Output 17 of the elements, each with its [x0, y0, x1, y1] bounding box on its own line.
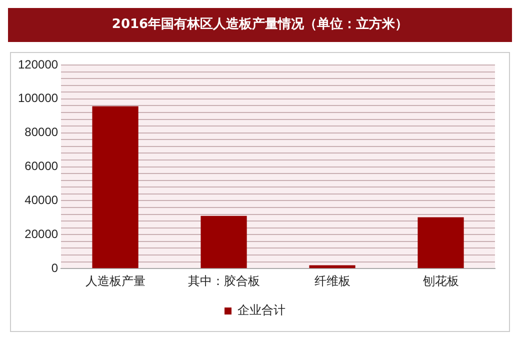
x-tick-label: 刨花板	[422, 274, 459, 288]
y-tick-label: 60000	[24, 159, 58, 174]
bar	[309, 265, 356, 268]
legend-label: 企业合计	[238, 303, 286, 318]
bar	[92, 106, 138, 268]
x-tick-label: 纤维板	[314, 274, 350, 288]
y-tick-label: 100000	[18, 91, 58, 106]
bar	[200, 216, 247, 268]
y-tick-label: 80000	[24, 125, 58, 140]
y-tick-label: 0	[51, 260, 58, 275]
bar	[418, 217, 464, 268]
chart-title: 2016年国有林区人造板产量情况（单位：立方米）	[8, 8, 512, 42]
y-tick-label: 40000	[24, 193, 58, 208]
y-tick-label: 20000	[24, 226, 58, 241]
x-tick-label: 其中：胶合板	[188, 274, 260, 288]
y-tick-label: 120000	[18, 57, 58, 72]
x-tick-label: 人造板产量	[85, 274, 146, 288]
